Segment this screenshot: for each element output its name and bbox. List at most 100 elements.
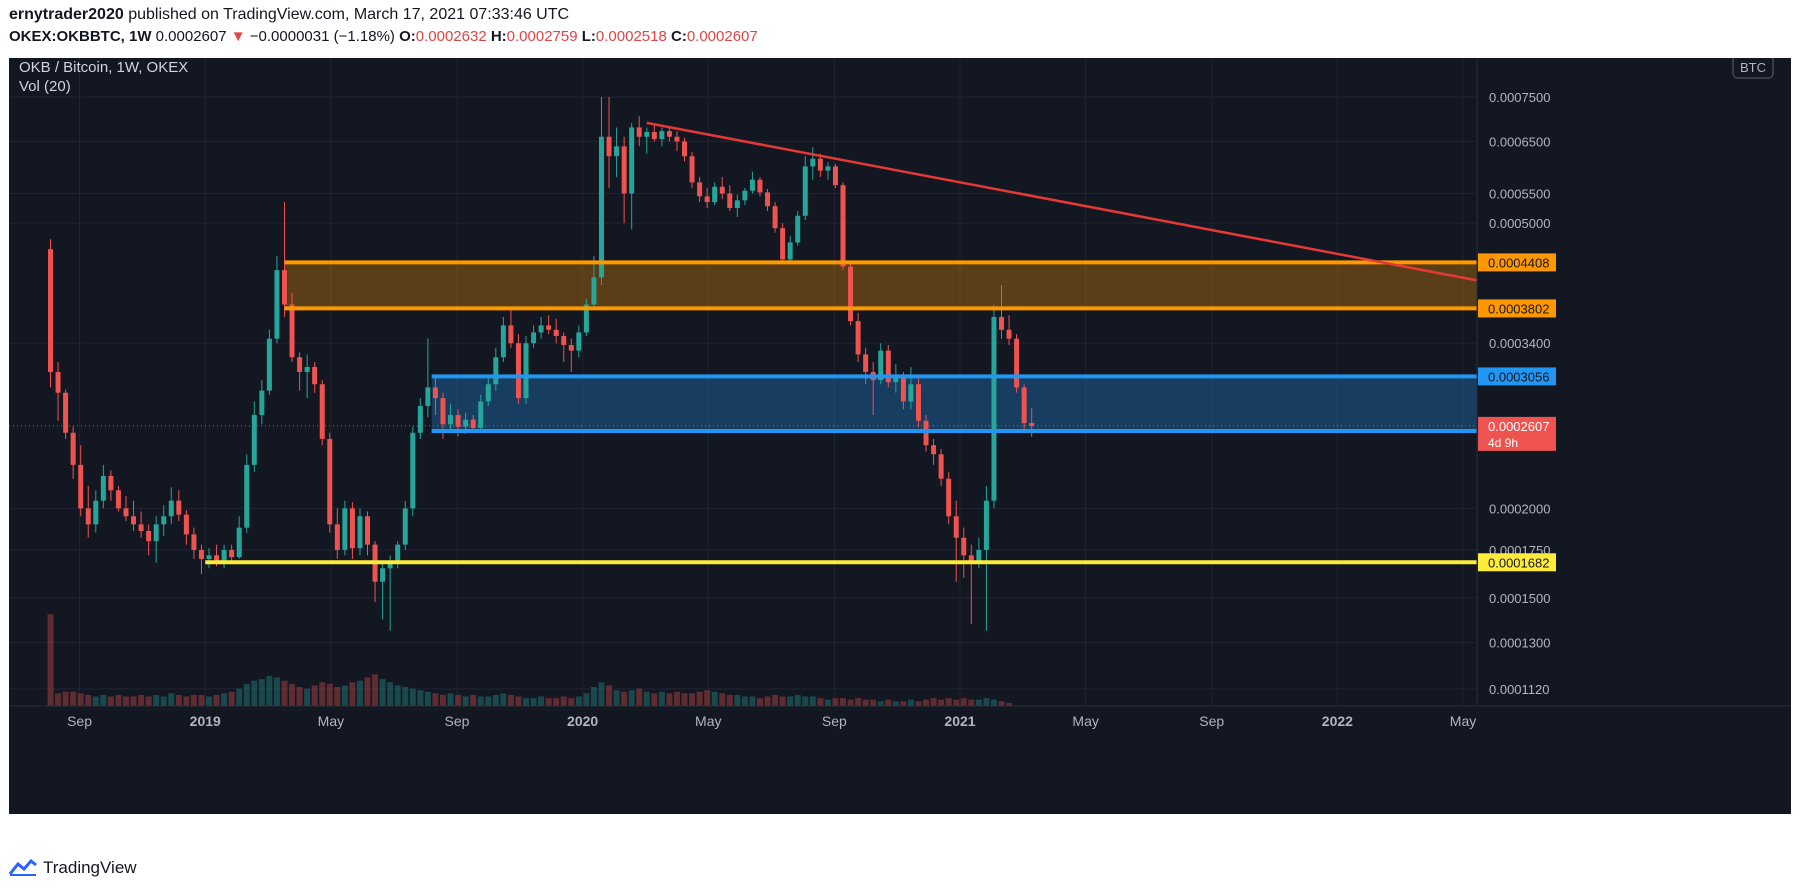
candle-body	[85, 508, 91, 525]
candle-body	[659, 131, 665, 140]
candle-body	[478, 401, 484, 428]
candle-body	[259, 390, 265, 415]
candle-body	[138, 524, 144, 531]
candle-body	[357, 516, 363, 549]
candle-body	[244, 464, 250, 528]
volume-bar	[455, 694, 462, 706]
chart-title: OKB / Bitcoin, 1W, OKEX	[19, 59, 188, 76]
volume-bar	[100, 694, 107, 706]
y-tick-label: 0.0003400	[1489, 336, 1550, 351]
tradingview-logo-icon[interactable]	[9, 859, 37, 877]
support-zone	[431, 376, 1478, 432]
candlesticks[interactable]	[48, 96, 1035, 631]
volume-bar	[575, 696, 582, 706]
volume-bar	[477, 696, 484, 706]
candle-body	[712, 186, 718, 203]
candle-body	[651, 132, 657, 140]
candle-body	[915, 384, 921, 421]
candle-body	[123, 508, 129, 517]
candle-body	[878, 350, 884, 381]
x-tick-label: 2022	[1322, 713, 1353, 729]
candle-body	[470, 419, 476, 428]
candle-body	[931, 445, 937, 455]
candle-body	[991, 316, 997, 501]
x-tick-label: May	[318, 713, 344, 729]
chart-frame[interactable]: 0.0007500 0.0006500 0.0005500 0.0005000 0.00…	[9, 55, 1791, 814]
candle-body	[848, 266, 854, 322]
volume-bar	[470, 694, 477, 706]
axes[interactable]: 0.0007500 0.0006500 0.0005500 0.0005000 0.00…	[9, 58, 1791, 729]
volume-bar	[998, 701, 1005, 706]
candle-body	[289, 304, 295, 358]
resistance-top-tag	[1478, 253, 1556, 272]
publisher-name[interactable]: ernytrader2020	[9, 6, 124, 23]
volume-bar	[221, 693, 228, 706]
volume-bar	[719, 693, 726, 706]
volume-bar	[975, 699, 982, 706]
candle-body	[1014, 338, 1020, 388]
volume-bar	[1006, 702, 1013, 706]
volume-bar	[500, 693, 507, 706]
candle-body	[787, 242, 793, 260]
volume-bar	[319, 682, 326, 706]
volume-bar	[877, 701, 884, 706]
volume-bar	[930, 698, 937, 706]
candle-body	[319, 384, 325, 439]
volume-bar	[696, 691, 703, 706]
candle-body	[734, 200, 740, 208]
volume-bar	[138, 694, 145, 706]
candle-body	[795, 215, 801, 243]
volume-bar	[349, 682, 356, 706]
volume-bar	[289, 683, 296, 706]
volume-bar	[832, 698, 839, 706]
candle-body	[840, 185, 846, 267]
volume-bar	[923, 699, 930, 706]
volume-bar	[583, 693, 590, 706]
candle-body	[417, 405, 423, 433]
candle-body	[448, 414, 454, 425]
candle-body	[1021, 387, 1027, 424]
volume-bar	[402, 687, 409, 706]
volume-bar	[507, 694, 514, 706]
candle-body	[893, 377, 899, 383]
price-zones	[284, 262, 1478, 432]
volume-bar	[628, 690, 635, 706]
volume-bar	[545, 698, 552, 706]
volume-bar	[817, 698, 824, 706]
bar-countdown: 4d 9h	[1488, 436, 1518, 450]
volume-bar	[236, 688, 243, 706]
candle-body	[515, 343, 521, 399]
volume-bar	[130, 696, 137, 706]
tradingview-brand[interactable]: TradingView	[43, 858, 137, 877]
level-lines[interactable]	[9, 121, 1478, 565]
candle-body	[115, 490, 121, 509]
volume-bar	[794, 694, 801, 706]
candle-body	[727, 193, 733, 208]
volume-bar	[273, 677, 280, 706]
volume-bar	[636, 688, 643, 706]
volume-bar	[885, 699, 892, 706]
candle-body	[1029, 422, 1035, 426]
candle-body	[380, 568, 386, 582]
candle-body	[191, 534, 197, 550]
volume-bar	[281, 680, 288, 706]
candle-body	[953, 516, 959, 538]
x-tick-label: 2019	[190, 713, 221, 729]
candle-body	[802, 166, 808, 216]
change-arrow-icon: ▼	[230, 28, 246, 45]
volume-bar	[643, 691, 650, 706]
volume-bar	[734, 694, 741, 706]
x-tick-label: Sep	[67, 713, 92, 729]
volume-bar	[183, 696, 190, 706]
candle-body	[236, 527, 242, 558]
candle-body	[251, 414, 257, 465]
volume-bar	[666, 693, 673, 706]
currency-badge[interactable]: BTC	[1740, 60, 1766, 75]
volume-bar	[553, 698, 560, 706]
candle-body	[455, 414, 461, 427]
price-chart[interactable]: 0.0007500 0.0006500 0.0005500 0.0005000 0.00…	[9, 55, 1791, 814]
volume-indicator-label[interactable]: Vol (20)	[19, 78, 71, 95]
volume-bar	[907, 699, 914, 706]
candle-body	[863, 354, 869, 372]
volume-bar	[847, 699, 854, 706]
